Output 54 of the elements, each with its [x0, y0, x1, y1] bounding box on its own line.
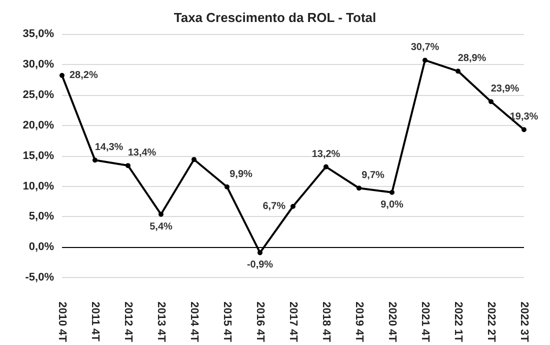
point	[192, 156, 196, 162]
x-tick-label: 2011 4T	[89, 302, 101, 342]
x-tick-label: 2012 4T	[122, 302, 134, 342]
data-label: 28,9%	[458, 53, 486, 64]
x-tick-label: 2016 4T	[254, 302, 266, 342]
x-tick-label: 2013 4T	[155, 302, 167, 342]
y-tick-label: 35,0%	[22, 28, 54, 40]
point	[390, 190, 394, 195]
data-label: 9,7%	[362, 170, 385, 182]
y-tick-label: 15,0%	[22, 150, 54, 162]
point	[158, 212, 164, 217]
data-label: 13,4%	[128, 148, 156, 159]
data-label: -0,9%	[246, 260, 274, 271]
point	[522, 127, 526, 132]
point	[488, 99, 494, 104]
point	[126, 163, 130, 168]
x-tick-label: 2022 3T	[518, 302, 530, 342]
data-label: 6,7%	[262, 200, 286, 212]
point	[290, 204, 296, 209]
point	[356, 186, 362, 191]
y-tick-label: 0,0%	[28, 241, 54, 254]
point	[60, 72, 64, 78]
x-tick-label: 2017 4T	[287, 302, 299, 342]
data-label: 9,0%	[380, 199, 404, 210]
x-tick-label: 2020 4T	[386, 302, 398, 342]
point	[92, 158, 98, 163]
x-tick-label: 2019 4T	[353, 302, 365, 342]
x-tick-label: 2022 1T	[452, 302, 464, 342]
data-label: 5,4%	[150, 221, 173, 232]
data-label: 14,3%	[94, 142, 124, 154]
data-label: 13,2%	[312, 148, 340, 160]
data-label: 9,9%	[230, 168, 253, 180]
x-tick-label: 2015 4T	[221, 302, 233, 342]
point	[224, 184, 230, 190]
data-label: 23,9%	[490, 84, 520, 95]
chart-title: Taxa Crescimento da ROL - Total	[174, 10, 376, 25]
y-tick-label: 25,0%	[22, 88, 54, 101]
point	[422, 58, 428, 63]
y-tick-label: 10,0%	[22, 180, 54, 192]
x-tick-label: 2022 2T	[485, 302, 497, 342]
data-label: 30,7%	[410, 42, 440, 54]
x-tick-label: 2018 4T	[320, 302, 332, 342]
y-tick-label: 20,0%	[22, 119, 54, 132]
x-tick-label: 2010 4T	[56, 302, 68, 342]
data-label: 19,3%	[510, 112, 538, 123]
y-tick-label: 30,0%	[22, 58, 54, 70]
data-label: 28,2%	[70, 70, 98, 81]
x-tick-label: 2021 4T	[419, 302, 431, 342]
y-tick-label: -5,0%	[25, 272, 54, 284]
point	[258, 250, 262, 256]
x-tick-label: 2014 4T	[188, 302, 200, 342]
point	[324, 164, 328, 170]
y-tick-label: 5,0%	[28, 210, 54, 223]
point	[456, 68, 460, 74]
